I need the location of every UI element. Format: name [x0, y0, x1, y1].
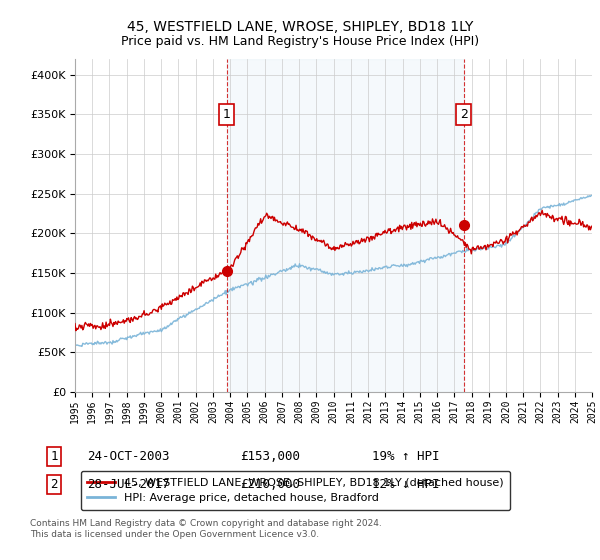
Text: 28-JUL-2017: 28-JUL-2017 — [87, 478, 170, 491]
Legend: 45, WESTFIELD LANE, WROSE, SHIPLEY, BD18 1LY (detached house), HPI: Average pric: 45, WESTFIELD LANE, WROSE, SHIPLEY, BD18… — [80, 471, 510, 510]
Text: 24-OCT-2003: 24-OCT-2003 — [87, 450, 170, 463]
Text: 45, WESTFIELD LANE, WROSE, SHIPLEY, BD18 1LY: 45, WESTFIELD LANE, WROSE, SHIPLEY, BD18… — [127, 20, 473, 34]
Text: 1: 1 — [50, 450, 58, 463]
Text: 2: 2 — [460, 108, 467, 121]
Text: 19% ↑ HPI: 19% ↑ HPI — [372, 450, 439, 463]
Text: 12% ↓ HPI: 12% ↓ HPI — [372, 478, 439, 491]
Bar — [227, 59, 464, 392]
Text: £153,000: £153,000 — [240, 450, 300, 463]
Text: 2: 2 — [50, 478, 58, 491]
Text: Contains HM Land Registry data © Crown copyright and database right 2024.
This d: Contains HM Land Registry data © Crown c… — [30, 520, 382, 539]
Text: Price paid vs. HM Land Registry's House Price Index (HPI): Price paid vs. HM Land Registry's House … — [121, 35, 479, 48]
Text: £210,000: £210,000 — [240, 478, 300, 491]
Text: 1: 1 — [223, 108, 230, 121]
